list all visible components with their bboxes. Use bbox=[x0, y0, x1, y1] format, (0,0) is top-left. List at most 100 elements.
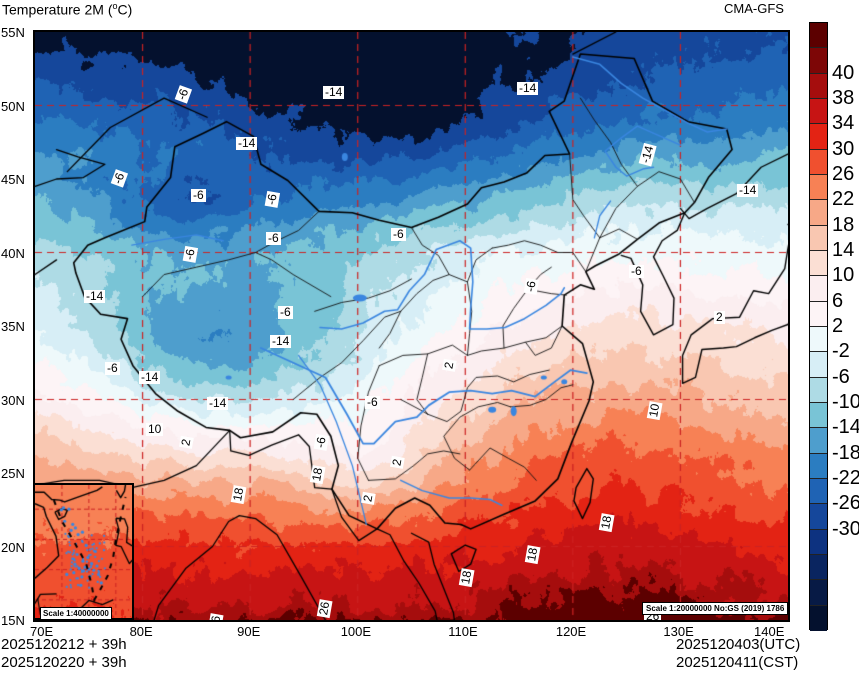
contour-label: 2 bbox=[389, 456, 405, 469]
colorbar-tick-26: 26 bbox=[832, 163, 855, 185]
colorbar-tick--2: -2 bbox=[832, 340, 850, 363]
contour-label: 2 bbox=[178, 436, 194, 449]
page-title-units: C) bbox=[117, 1, 133, 18]
colorbar-band bbox=[810, 124, 827, 150]
lat-tick-15N: 15N bbox=[1, 613, 25, 628]
lat-tick-30N: 30N bbox=[1, 392, 25, 408]
page-title: Temperature 2M (oC) bbox=[2, 1, 132, 18]
colorbar-tick-34: 34 bbox=[832, 112, 855, 135]
lon-tick-110E: 110E bbox=[448, 624, 478, 639]
contour-label: -6 bbox=[313, 434, 330, 451]
lon-tick-130E: 130E bbox=[663, 624, 694, 639]
contour-label: 2 bbox=[360, 492, 376, 505]
lon-tick-120E: 120E bbox=[555, 624, 587, 639]
colorbar-tick--30: -30 bbox=[832, 517, 859, 540]
contour-label: -6 bbox=[391, 227, 406, 241]
valid-time-cst: 2025120411(CST) bbox=[676, 654, 799, 671]
colorbar-band bbox=[810, 174, 827, 201]
colorbar-band bbox=[810, 149, 827, 175]
map-scale-label: Scale 1:20000000 No:GS (2019) 1786 bbox=[642, 602, 789, 615]
contour-label: -14 bbox=[737, 183, 759, 197]
contour-label: -6 bbox=[191, 188, 206, 202]
contour-label: -6 bbox=[365, 395, 380, 409]
colorbar-tick-6: 6 bbox=[832, 289, 844, 312]
colorbar-tick--26: -26 bbox=[832, 492, 859, 515]
contour-label: -6 bbox=[523, 278, 540, 295]
contour-label: -14 bbox=[207, 396, 229, 410]
colorbar-tick-10: 10 bbox=[832, 264, 855, 287]
colorbar-band bbox=[810, 23, 827, 49]
colorbar-tick--14: -14 bbox=[832, 416, 859, 439]
colorbar-band bbox=[810, 580, 827, 606]
colorbar-tick-22: 22 bbox=[832, 188, 855, 211]
colorbar-band bbox=[810, 428, 827, 454]
model-label: CMA-GFS bbox=[724, 1, 784, 16]
inset-scale-label: Scale 1:40000000 bbox=[40, 607, 112, 620]
colorbar-band bbox=[810, 225, 827, 251]
colorbar-tick--6: -6 bbox=[832, 365, 850, 388]
contour-label: 26 bbox=[207, 612, 224, 620]
colorbar-tick-18: 18 bbox=[832, 213, 855, 236]
colorbar-tick-2: 2 bbox=[832, 315, 844, 337]
colorbar-band bbox=[810, 453, 827, 479]
colorbar-tick-38: 38 bbox=[832, 87, 855, 109]
colorbar-tick--10: -10 bbox=[832, 391, 859, 413]
lat-tick-55N: 55N bbox=[1, 25, 25, 40]
contour-label: -14 bbox=[139, 370, 161, 384]
colorbar-band bbox=[810, 529, 827, 555]
lon-tick-70E: 70E bbox=[30, 624, 54, 639]
lat-tick-50N: 50N bbox=[1, 98, 25, 114]
colorbar-band bbox=[810, 200, 827, 226]
colorbar-band bbox=[810, 301, 827, 327]
contour-label: -14 bbox=[270, 334, 292, 348]
colorbar-band bbox=[810, 48, 827, 74]
contour-label: -6 bbox=[105, 361, 120, 375]
lon-tick-100E: 100E bbox=[340, 624, 372, 639]
colorbar-band bbox=[810, 276, 827, 302]
contour-label: 2 bbox=[714, 310, 725, 324]
colorbar-tick-14: 14 bbox=[832, 239, 855, 261]
colorbar-tick-30: 30 bbox=[832, 137, 855, 160]
temperature-map[interactable]: -6 -14 -14 -14 -14 -6 -6 -6 -14 -6 -6 -6 -6 -14 -6 -6 2 -… bbox=[33, 30, 790, 622]
valid-time-utc: 2025120403(UTC) bbox=[676, 636, 801, 653]
south-china-sea-inset-map[interactable] bbox=[33, 483, 134, 620]
contour-label: -6 bbox=[629, 264, 644, 278]
temperature-colorbar[interactable] bbox=[809, 22, 828, 631]
contour-label: -14 bbox=[84, 289, 106, 303]
lon-tick-90E: 90E bbox=[237, 624, 261, 639]
colorbar-band bbox=[810, 402, 827, 429]
contour-label: 2 bbox=[441, 359, 457, 372]
colorbar-band bbox=[810, 352, 827, 378]
map-raster bbox=[35, 32, 788, 620]
colorbar-tick-40: 40 bbox=[832, 61, 855, 84]
contour-label: -6 bbox=[278, 305, 293, 319]
contour-label: -6 bbox=[266, 231, 281, 245]
init-time-utc: 2025120212 + 39h bbox=[1, 636, 127, 653]
colorbar-band bbox=[810, 73, 827, 99]
lat-tick-25N: 25N bbox=[1, 466, 25, 481]
lon-tick-140E: 140E bbox=[754, 624, 785, 639]
page-title-text: Temperature 2M ( bbox=[2, 1, 113, 18]
contour-label: -14 bbox=[517, 81, 539, 95]
colorbar-band bbox=[810, 326, 827, 353]
contour-label: -14 bbox=[323, 85, 345, 99]
contour-label: 10 bbox=[146, 422, 164, 436]
contour-label: -14 bbox=[236, 136, 258, 150]
colorbar-band bbox=[810, 98, 827, 125]
colorbar-band bbox=[810, 478, 827, 505]
lat-tick-20N: 20N bbox=[1, 539, 25, 555]
colorbar-band bbox=[810, 377, 827, 403]
inset-raster bbox=[35, 485, 132, 618]
colorbar-band bbox=[810, 504, 827, 530]
init-time-cst: 2025120220 + 39h bbox=[1, 654, 127, 671]
colorbar-tick--22: -22 bbox=[832, 467, 859, 489]
lat-tick-40N: 40N bbox=[1, 245, 25, 261]
colorbar-band bbox=[810, 605, 827, 631]
colorbar-band bbox=[810, 554, 827, 581]
contour-label: -6 bbox=[264, 191, 281, 208]
contour-label: -6 bbox=[182, 246, 199, 263]
colorbar-tick--18: -18 bbox=[832, 441, 859, 464]
lat-tick-35N: 35N bbox=[1, 319, 25, 334]
lon-tick-80E: 80E bbox=[129, 624, 153, 639]
degree-symbol: o bbox=[112, 1, 118, 11]
